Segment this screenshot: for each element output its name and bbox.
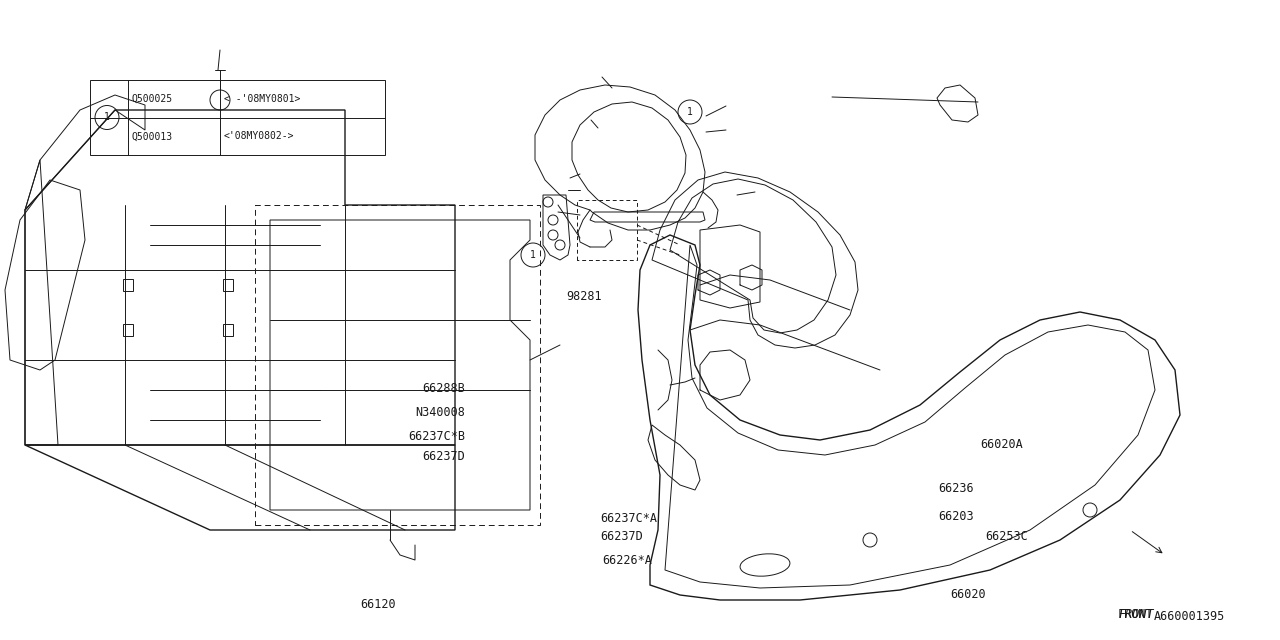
Text: Q500013: Q500013 — [132, 131, 173, 141]
Bar — [90, 80, 385, 155]
Bar — [123, 324, 133, 336]
Text: 66288B: 66288B — [422, 383, 465, 396]
Text: 1: 1 — [104, 113, 110, 122]
Text: Q500025: Q500025 — [132, 93, 173, 104]
Text: 66020: 66020 — [950, 589, 986, 602]
Text: 66237C*A: 66237C*A — [600, 511, 657, 525]
Bar — [223, 324, 233, 336]
Text: < -'08MY0801>: < -'08MY0801> — [224, 93, 301, 104]
Text: 1: 1 — [687, 107, 692, 117]
Text: FRONT: FRONT — [1117, 609, 1153, 621]
Text: A660001395: A660001395 — [1153, 611, 1225, 623]
Text: 66253C: 66253C — [986, 531, 1028, 543]
Text: 66236: 66236 — [938, 483, 974, 495]
Text: 1: 1 — [530, 250, 536, 260]
Bar — [123, 279, 133, 291]
Bar — [223, 279, 233, 291]
Text: 66226*A: 66226*A — [602, 554, 652, 566]
Text: <'08MY0802->: <'08MY0802-> — [224, 131, 294, 141]
Text: 66237D: 66237D — [422, 451, 465, 463]
Text: 66237C*B: 66237C*B — [408, 431, 465, 444]
Text: 66020A: 66020A — [980, 438, 1023, 451]
Text: N340008: N340008 — [415, 406, 465, 419]
Text: 66203: 66203 — [938, 511, 974, 524]
Text: FRONT: FRONT — [1117, 609, 1153, 621]
Text: 66120: 66120 — [360, 598, 396, 611]
Text: 98281: 98281 — [566, 291, 602, 303]
Text: 66237D: 66237D — [600, 531, 643, 543]
